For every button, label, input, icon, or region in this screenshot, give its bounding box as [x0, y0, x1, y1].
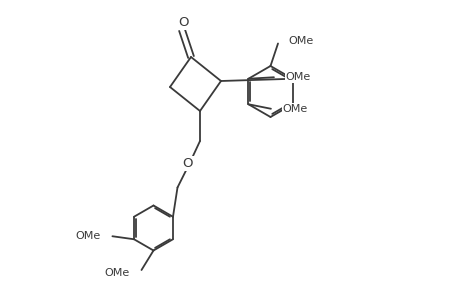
Text: OMe: OMe [76, 231, 101, 241]
Text: OMe: OMe [105, 268, 130, 278]
Text: O: O [182, 157, 193, 170]
Text: O: O [178, 16, 188, 29]
Text: OMe: OMe [282, 104, 307, 114]
Text: OMe: OMe [288, 35, 313, 46]
Text: OMe: OMe [285, 72, 310, 82]
